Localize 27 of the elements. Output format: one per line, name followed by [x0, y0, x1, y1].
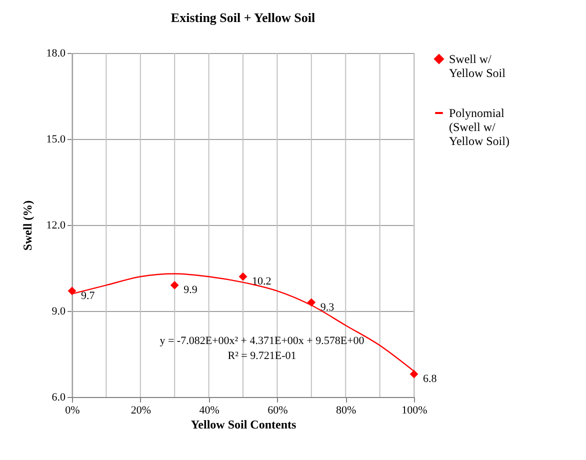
data-label: 6.8	[423, 373, 438, 386]
x-tick-label: 60%	[268, 404, 288, 416]
y-tick-label: 18.0	[46, 48, 66, 60]
x-tick-label: 100%	[402, 404, 428, 416]
legend-label: Swell w/ Yellow Soil	[449, 52, 506, 80]
y-tick-label: 9.0	[52, 306, 66, 318]
x-tick-label: 80%	[336, 404, 356, 416]
legend-label: Polynomial (Swell w/ Yellow Soil)	[449, 106, 510, 148]
point	[68, 286, 76, 296]
data-label: 9.7	[81, 290, 96, 302]
data-label: 9.3	[320, 301, 335, 314]
annotation: R² = 9.721E-01	[228, 350, 296, 362]
x-tick-label: 40%	[199, 404, 220, 416]
y-tick-label: 15.0	[46, 134, 66, 146]
x-axis-title: Yellow Soil Contents	[190, 418, 296, 432]
x-tick-label: 0%	[65, 404, 80, 416]
point	[170, 281, 179, 290]
y-axis-title: Swell (%)	[20, 200, 34, 251]
data-label: 9.9	[184, 284, 198, 296]
data-label: 10.2	[252, 276, 272, 288]
y-tick-label: 6.0	[52, 392, 66, 404]
point	[238, 272, 248, 281]
point	[410, 370, 418, 378]
x-tick-label: 20%	[130, 404, 151, 416]
chart-title: Existing Soil + Yellow Soil	[170, 10, 316, 25]
annotation: y = -7.082E+00x² + 4.371E+00x + 9.578E+00	[160, 335, 365, 347]
y-tick-label: 12.0	[46, 220, 66, 232]
